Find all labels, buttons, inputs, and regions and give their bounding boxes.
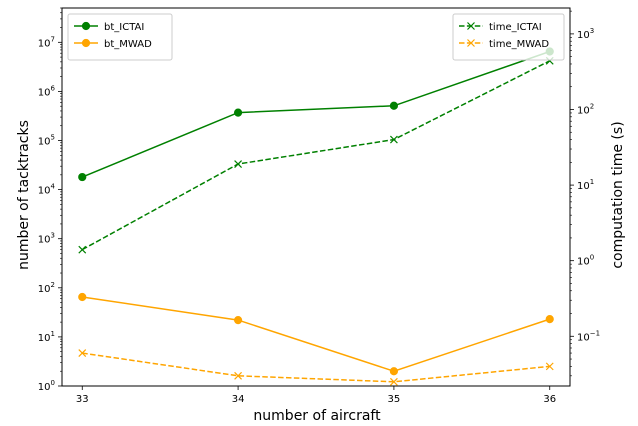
series-line-bt_ICTAI: [81, 50, 550, 178]
right-y-axis: 10−1 100 101 102 103: [570, 10, 600, 377]
x-tick-label: 36: [543, 394, 556, 405]
right-y-tick-label: 100: [577, 254, 594, 268]
data-point-time_ICTAI: [389, 135, 398, 144]
series-line-bt_MWAD: [82, 296, 550, 373]
legend-label-time_MWAD: time_MWAD: [489, 39, 549, 50]
left-y-tick-label: 104: [38, 183, 56, 197]
series-bt_ICTAI: [78, 47, 554, 182]
legend-label-bt_ICTAI: bt_ICTAI: [104, 22, 144, 33]
data-point-time_MWAD: [78, 349, 87, 357]
series-line-time_MWAD: [82, 352, 550, 383]
legend-box: [67, 13, 173, 61]
data-point-time_MWAD: [545, 362, 554, 371]
right-y-tick-label: 103: [577, 27, 594, 41]
left-y-tick-label: 105: [38, 134, 55, 148]
series-time_ICTAI: [78, 56, 554, 254]
legend-marker-time_ICTAI: [467, 22, 475, 30]
data-point-time_MWAD: [389, 377, 398, 386]
x-axis-label: number of aircraft: [253, 408, 381, 424]
series-bt_MWAD: [78, 292, 554, 376]
data-point-time_MWAD: [234, 371, 243, 380]
x-tick-label: 35: [388, 394, 401, 405]
left-y-tick-label: 106: [38, 84, 56, 98]
series-time_MWAD: [78, 349, 554, 386]
series-line-time_ICTAI: [81, 60, 551, 251]
data-point-time_ICTAI: [78, 245, 87, 254]
legend-label-time_ICTAI: time_ICTAI: [489, 22, 542, 33]
data-point-bt_ICTAI: [78, 172, 87, 182]
right-y-tick-label: 10−1: [577, 329, 600, 343]
legend-marker-bt_ICTAI: [81, 21, 91, 31]
left-y-tick-label: 103: [38, 232, 55, 246]
series-layer: [78, 47, 554, 386]
plot-frame: [61, 7, 571, 387]
legend-box: [452, 13, 565, 61]
left-y-tick-label: 107: [38, 35, 55, 49]
data-point-time_ICTAI: [234, 160, 243, 168]
left-y-tick-label: 100: [38, 379, 55, 393]
data-point-bt_ICTAI: [233, 108, 243, 117]
left-y-axis: 100 101 102 103 104 105 106 107: [38, 7, 62, 393]
data-point-bt_MWAD: [545, 315, 554, 324]
right-y-tick-label: 102: [577, 102, 594, 116]
x-axis: 33 34 35 36: [76, 386, 556, 405]
right-y-tick-label: 101: [577, 178, 594, 192]
left-y-axis-label: number of tacktracks: [16, 120, 32, 270]
legend-left: bt_ICTAI bt_MWAD: [67, 13, 173, 61]
legend-label-bt_MWAD: bt_MWAD: [104, 39, 152, 50]
data-point-bt_MWAD: [233, 315, 243, 325]
left-y-tick-label: 101: [38, 330, 55, 344]
data-point-bt_ICTAI: [389, 101, 399, 110]
legend-marker-bt_MWAD: [81, 38, 91, 48]
data-point-bt_MWAD: [389, 367, 399, 376]
data-point-bt_MWAD: [78, 292, 87, 302]
x-tick-label: 33: [76, 394, 89, 405]
legend-marker-time_MWAD: [467, 39, 475, 47]
legend-right: time_ICTAI time_MWAD: [452, 13, 565, 61]
right-y-axis-label: computation time (s): [610, 121, 626, 268]
left-y-tick-label: 102: [38, 281, 55, 295]
x-tick-label: 34: [232, 394, 245, 405]
plot-area-border: [61, 7, 571, 387]
